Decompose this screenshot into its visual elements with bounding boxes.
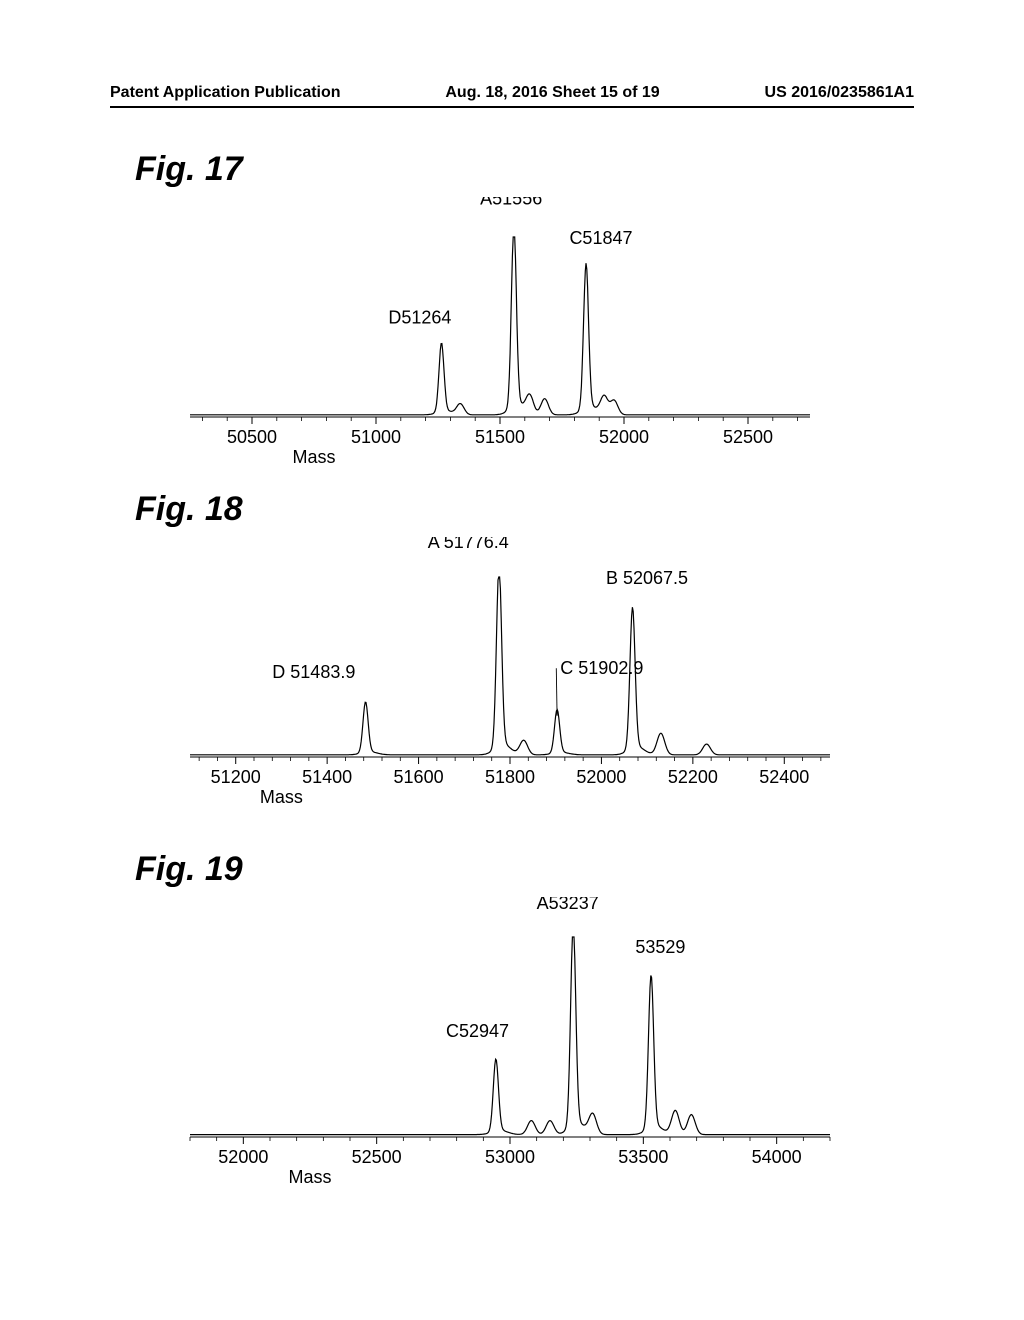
peak-label: B 52067.5 [606, 568, 688, 588]
x-tick-label: 52000 [599, 427, 649, 447]
figure-title: Fig. 17 [135, 150, 895, 189]
x-axis-label: Mass [292, 447, 335, 467]
x-tick-label: 51800 [485, 767, 535, 787]
header-right: US 2016/0235861A1 [765, 84, 914, 102]
x-tick-label: 52500 [352, 1147, 402, 1167]
peak-label: 53529 [635, 937, 685, 957]
peak-label: A53237 [537, 897, 599, 913]
peak-label: C 51902.9 [560, 658, 643, 678]
mass-spectrum-chart: 51200 51400 51600 51800 52000 52200 52400 Mass D… [135, 537, 850, 817]
figure-block: Fig. 19 52000 52500 53000 53500 54000 Mass C529… [135, 850, 895, 1197]
peak-label: A51556 [480, 197, 542, 209]
x-tick-label: 50500 [227, 427, 277, 447]
x-axis-label: Mass [260, 787, 303, 807]
x-tick-label: 52200 [668, 767, 718, 787]
figure-block: Fig. 17 50500 51000 51500 52000 52500 Mass D512… [135, 150, 895, 477]
spectrum-trace [190, 237, 810, 415]
mass-spectrum-chart: 52000 52500 53000 53500 54000 Mass C52947 A5323… [135, 897, 850, 1197]
spectrum-trace [190, 937, 830, 1135]
peak-label: D 51483.9 [272, 662, 355, 682]
x-tick-label: 51500 [475, 427, 525, 447]
x-tick-label: 52000 [218, 1147, 268, 1167]
patent-header: Patent Application Publication Aug. 18, … [110, 84, 914, 108]
x-tick-label: 53000 [485, 1147, 535, 1167]
figure-title: Fig. 18 [135, 490, 895, 529]
peak-label: C51847 [569, 228, 632, 248]
header-center: Aug. 18, 2016 Sheet 15 of 19 [445, 84, 659, 102]
peak-leader-line [556, 668, 557, 716]
x-tick-label: 51200 [211, 767, 261, 787]
x-axis-label: Mass [288, 1167, 331, 1187]
x-tick-label: 52000 [576, 767, 626, 787]
x-tick-label: 51400 [302, 767, 352, 787]
header-left: Patent Application Publication [110, 84, 341, 102]
mass-spectrum-chart: 50500 51000 51500 52000 52500 Mass D51264 A5155… [135, 197, 830, 477]
x-tick-label: 51600 [394, 767, 444, 787]
figure-block: Fig. 18 51200 51400 51600 51800 52000 52200 524… [135, 490, 895, 817]
peak-label: C52947 [446, 1021, 509, 1041]
x-tick-label: 54000 [752, 1147, 802, 1167]
x-tick-label: 52400 [759, 767, 809, 787]
peak-label: D51264 [388, 307, 451, 327]
x-tick-label: 51000 [351, 427, 401, 447]
peak-label: A 51776.4 [428, 537, 509, 552]
x-tick-label: 52500 [723, 427, 773, 447]
x-tick-label: 53500 [618, 1147, 668, 1167]
figure-title: Fig. 19 [135, 850, 895, 889]
